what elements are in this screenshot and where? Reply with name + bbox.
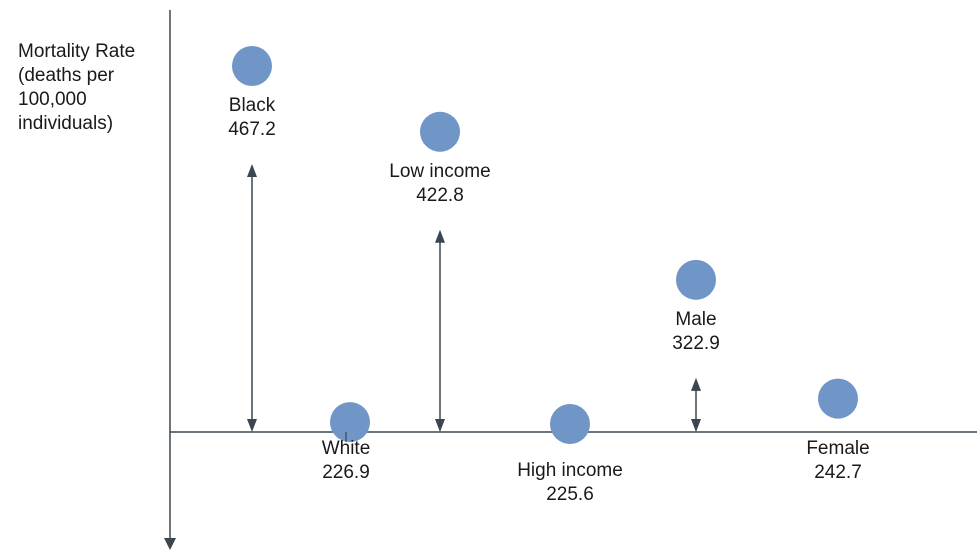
comparison-arrowhead-down	[247, 419, 257, 432]
point-labels: Black 467.2 White 226.9 Low income 422.8 High …	[228, 95, 869, 505]
point-value-label: 422.8	[416, 185, 464, 206]
comparison-arrowhead-up	[435, 229, 445, 243]
y-axis-label-line: 100,000	[18, 89, 87, 110]
point-category-label: White	[322, 438, 371, 459]
data-point	[676, 259, 716, 300]
point-category-label: Low income	[389, 161, 490, 182]
point-category-label: Black	[229, 95, 276, 116]
y-axis-arrowhead	[164, 538, 176, 550]
data-point	[420, 111, 460, 152]
data-points	[232, 46, 858, 444]
y-axis-label-line: Mortality Rate	[18, 41, 136, 62]
data-point	[232, 46, 272, 86]
comparison-arrowhead-up	[247, 164, 257, 177]
data-point	[330, 402, 370, 443]
point-category-label: High income	[517, 460, 623, 481]
y-axis-label-line: (deaths per	[18, 65, 115, 86]
comparison-arrowhead-down	[435, 419, 445, 432]
point-value-label: 242.7	[814, 462, 862, 483]
comparison-arrows	[247, 164, 701, 432]
comparison-arrowhead-up	[691, 377, 701, 391]
y-axis-label-line: individuals)	[18, 113, 114, 134]
point-category-label: Male	[675, 309, 716, 330]
data-point	[550, 404, 590, 444]
point-value-label: 226.9	[322, 462, 370, 483]
point-value-label: 467.2	[228, 119, 276, 140]
point-value-label: 322.9	[672, 333, 720, 354]
point-value-label: 225.6	[546, 484, 594, 505]
point-category-label: Female	[806, 438, 869, 459]
data-point	[818, 378, 858, 419]
comparison-arrowhead-down	[691, 419, 701, 432]
y-axis-label: Mortality Rate (deaths per 100,000 indiv…	[18, 40, 135, 136]
